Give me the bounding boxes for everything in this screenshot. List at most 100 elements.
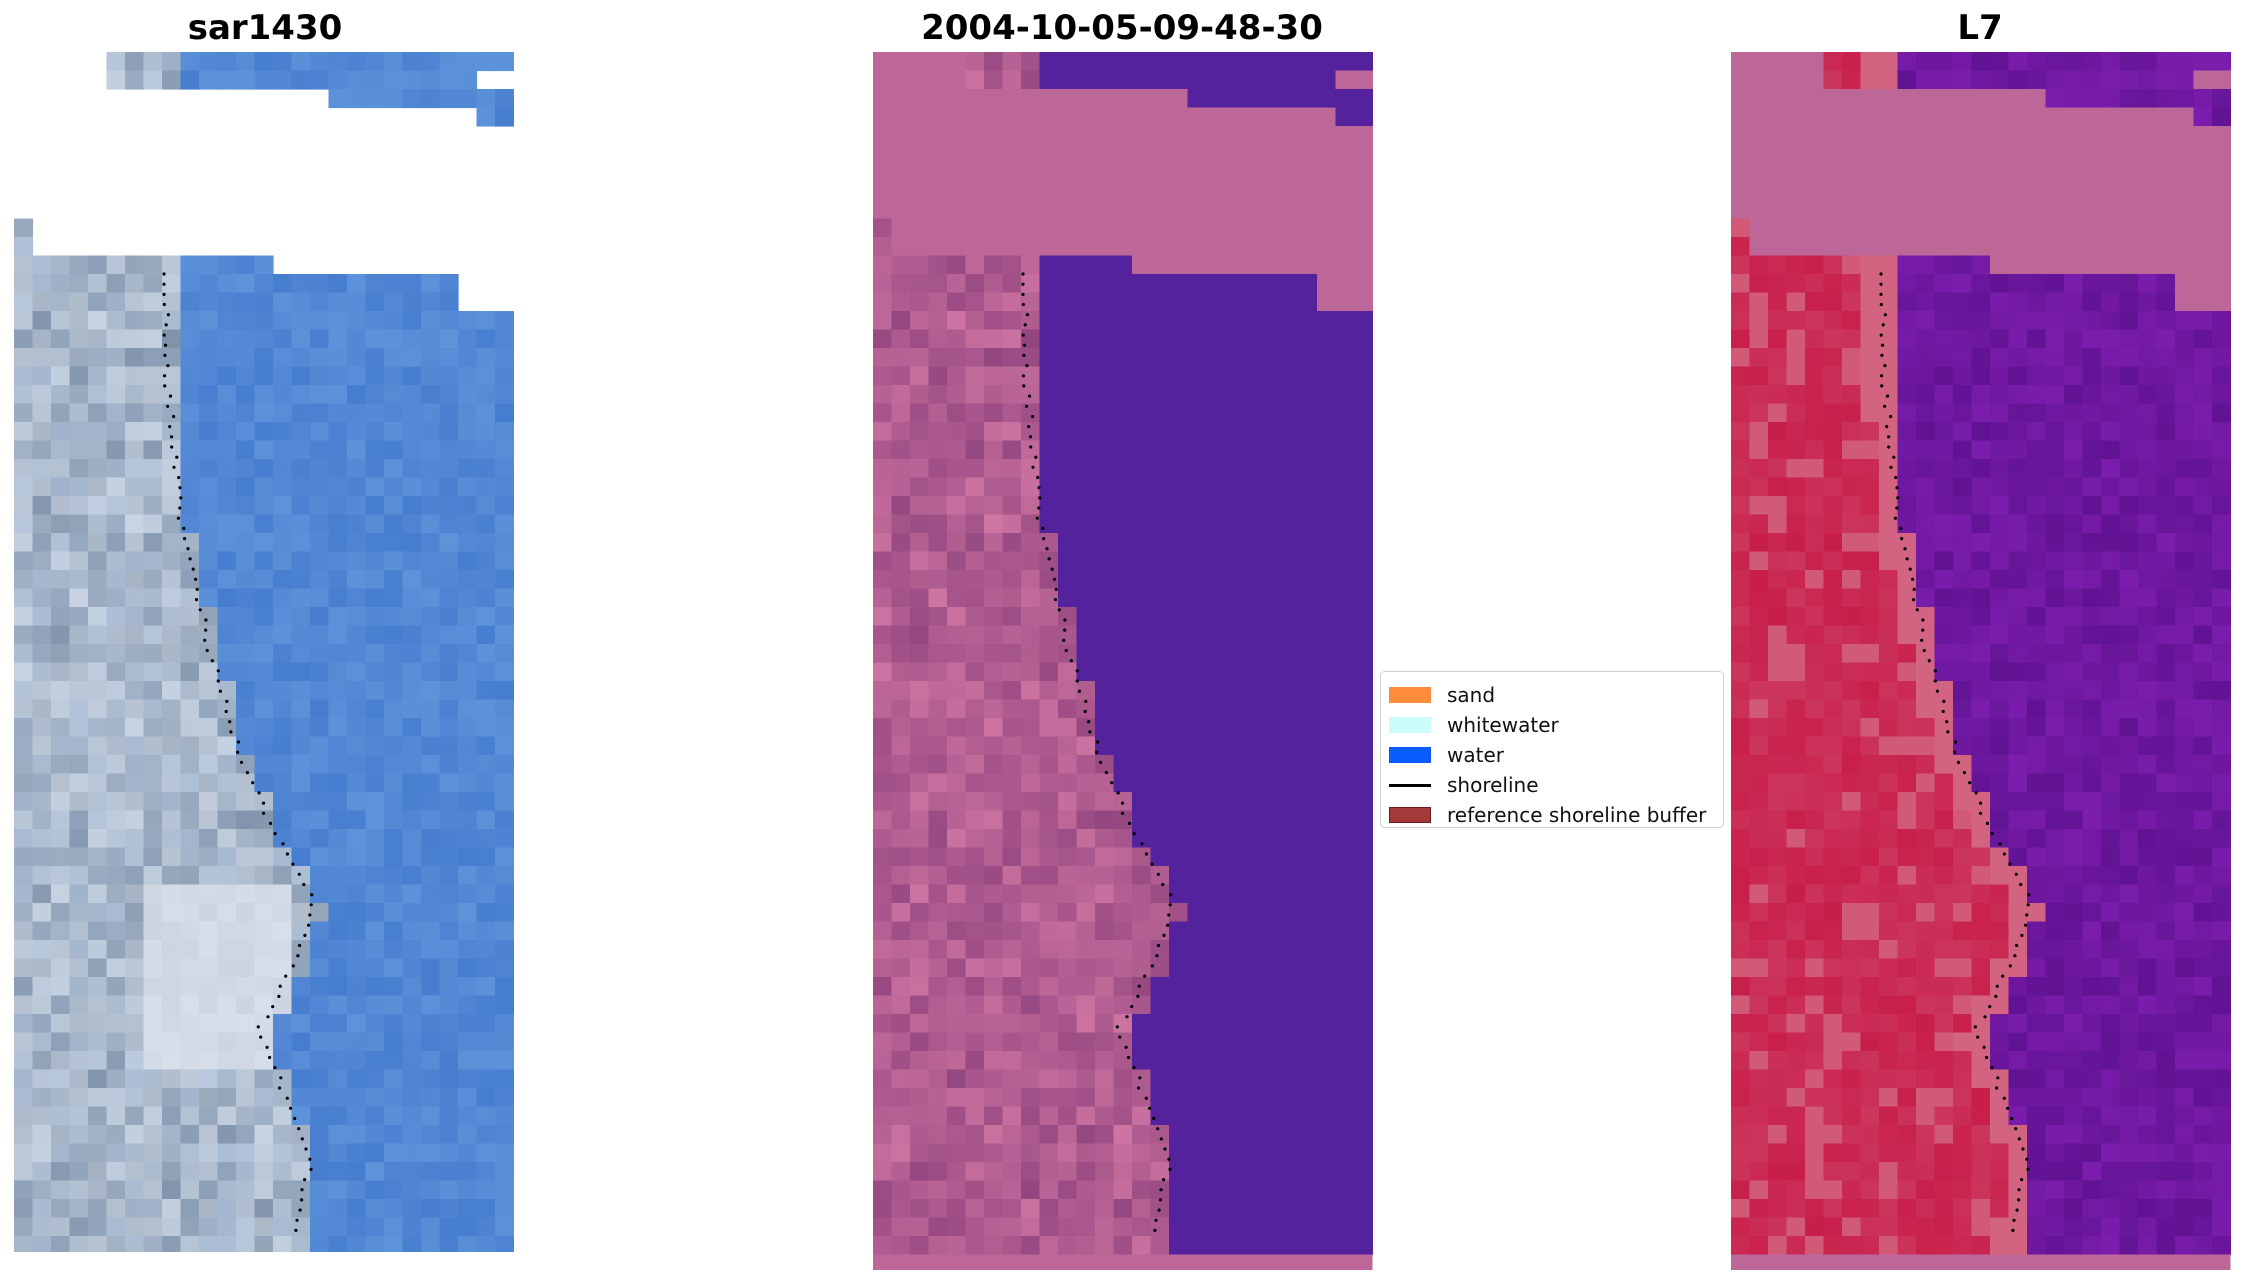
- pixel: [217, 52, 237, 72]
- pixel: [1280, 570, 1300, 590]
- pixel: [1749, 422, 1769, 442]
- pixel: [1860, 570, 1880, 590]
- pixel: [2008, 810, 2028, 830]
- pixel: [1768, 1106, 1788, 1126]
- pixel: [1261, 681, 1281, 701]
- pixel: [421, 792, 441, 812]
- pixel: [328, 1106, 348, 1126]
- pixel: [273, 773, 293, 793]
- pixel: [928, 52, 948, 72]
- pixel: [217, 903, 237, 923]
- pixel: [1039, 681, 1059, 701]
- pixel: [1990, 903, 2010, 923]
- pixel: [51, 662, 71, 682]
- pixel: [1749, 533, 1769, 553]
- pixel: [1916, 792, 1936, 812]
- pixel: [14, 440, 34, 460]
- pixel: [106, 699, 126, 719]
- shoreline-point: [1022, 353, 1026, 357]
- pixel: [88, 1106, 108, 1126]
- pixel: [2082, 348, 2102, 368]
- pixel: [2082, 736, 2102, 756]
- pixel: [199, 829, 219, 849]
- pixel: [1021, 1236, 1041, 1256]
- pixel: [273, 1236, 293, 1252]
- pixel: [1354, 440, 1373, 460]
- pixel: [1897, 89, 1917, 109]
- pixel: [69, 385, 89, 405]
- pixel: [1786, 329, 1806, 349]
- pixel: [910, 588, 930, 608]
- pixel: [1095, 1069, 1115, 1089]
- pixel: [69, 847, 89, 867]
- pixel: [1317, 144, 1337, 164]
- pixel: [1187, 588, 1207, 608]
- pixel: [1243, 422, 1263, 442]
- pixel: [1731, 866, 1751, 886]
- pixel: [1058, 1051, 1078, 1071]
- pixel: [1317, 422, 1337, 442]
- pixel: [1206, 773, 1226, 793]
- pixel: [199, 1088, 219, 1108]
- pixel: [2064, 1088, 2084, 1108]
- pixel: [1076, 163, 1096, 183]
- pixel: [1971, 903, 1991, 923]
- pixel: [1076, 551, 1096, 571]
- pixel: [2193, 792, 2213, 812]
- pixel: [1786, 163, 1806, 183]
- pixel: [1058, 1217, 1078, 1237]
- pixel: [2064, 311, 2084, 331]
- pixel: [217, 699, 237, 719]
- pixel: [1731, 588, 1751, 608]
- pixel: [984, 736, 1004, 756]
- pixel: [1002, 329, 1022, 349]
- pixel: [1823, 329, 1843, 349]
- pixel: [1150, 181, 1170, 201]
- pixel: [1039, 366, 1059, 386]
- pixel: [947, 422, 967, 442]
- shoreline-point: [236, 750, 240, 754]
- pixel: [347, 1051, 367, 1071]
- pixel: [1021, 736, 1041, 756]
- pixel: [51, 440, 71, 460]
- pixel: [2212, 514, 2231, 534]
- pixel: [1860, 89, 1880, 109]
- pixel: [439, 644, 459, 664]
- pixel: [1206, 107, 1226, 127]
- pixel: [1280, 52, 1300, 72]
- pixel: [1076, 107, 1096, 127]
- pixel: [421, 52, 441, 72]
- pixel: [236, 1143, 256, 1163]
- pixel: [1058, 1180, 1078, 1200]
- pixel: [1021, 163, 1041, 183]
- pixel: [32, 255, 52, 275]
- pixel: [1206, 514, 1226, 534]
- pixel: [1169, 144, 1189, 164]
- pixel: [217, 366, 237, 386]
- pixel: [1132, 1199, 1152, 1219]
- pixel: [2027, 977, 2047, 997]
- pixel: [1113, 1088, 1133, 1108]
- pixel: [1897, 477, 1917, 497]
- pixel: [2064, 977, 2084, 997]
- shoreline-point: [225, 699, 229, 704]
- pixel: [439, 459, 459, 479]
- pixel: [1113, 699, 1133, 719]
- pixel: [2008, 422, 2028, 442]
- pixel: [1786, 1069, 1806, 1089]
- pixel: [273, 440, 293, 460]
- pixel: [1842, 329, 1862, 349]
- pixel: [1039, 773, 1059, 793]
- pixel: [1021, 1217, 1041, 1237]
- pixel: [1805, 237, 1825, 257]
- pixel: [1842, 977, 1862, 997]
- pixel: [162, 1069, 182, 1089]
- pixel: [1335, 52, 1355, 72]
- pixel: [1298, 903, 1318, 923]
- pixel: [254, 903, 274, 923]
- pixel: [873, 1106, 893, 1126]
- pixel: [1879, 921, 1899, 941]
- shoreline-point: [1130, 1005, 1134, 1009]
- pixel: [2212, 89, 2231, 109]
- pixel: [365, 736, 385, 756]
